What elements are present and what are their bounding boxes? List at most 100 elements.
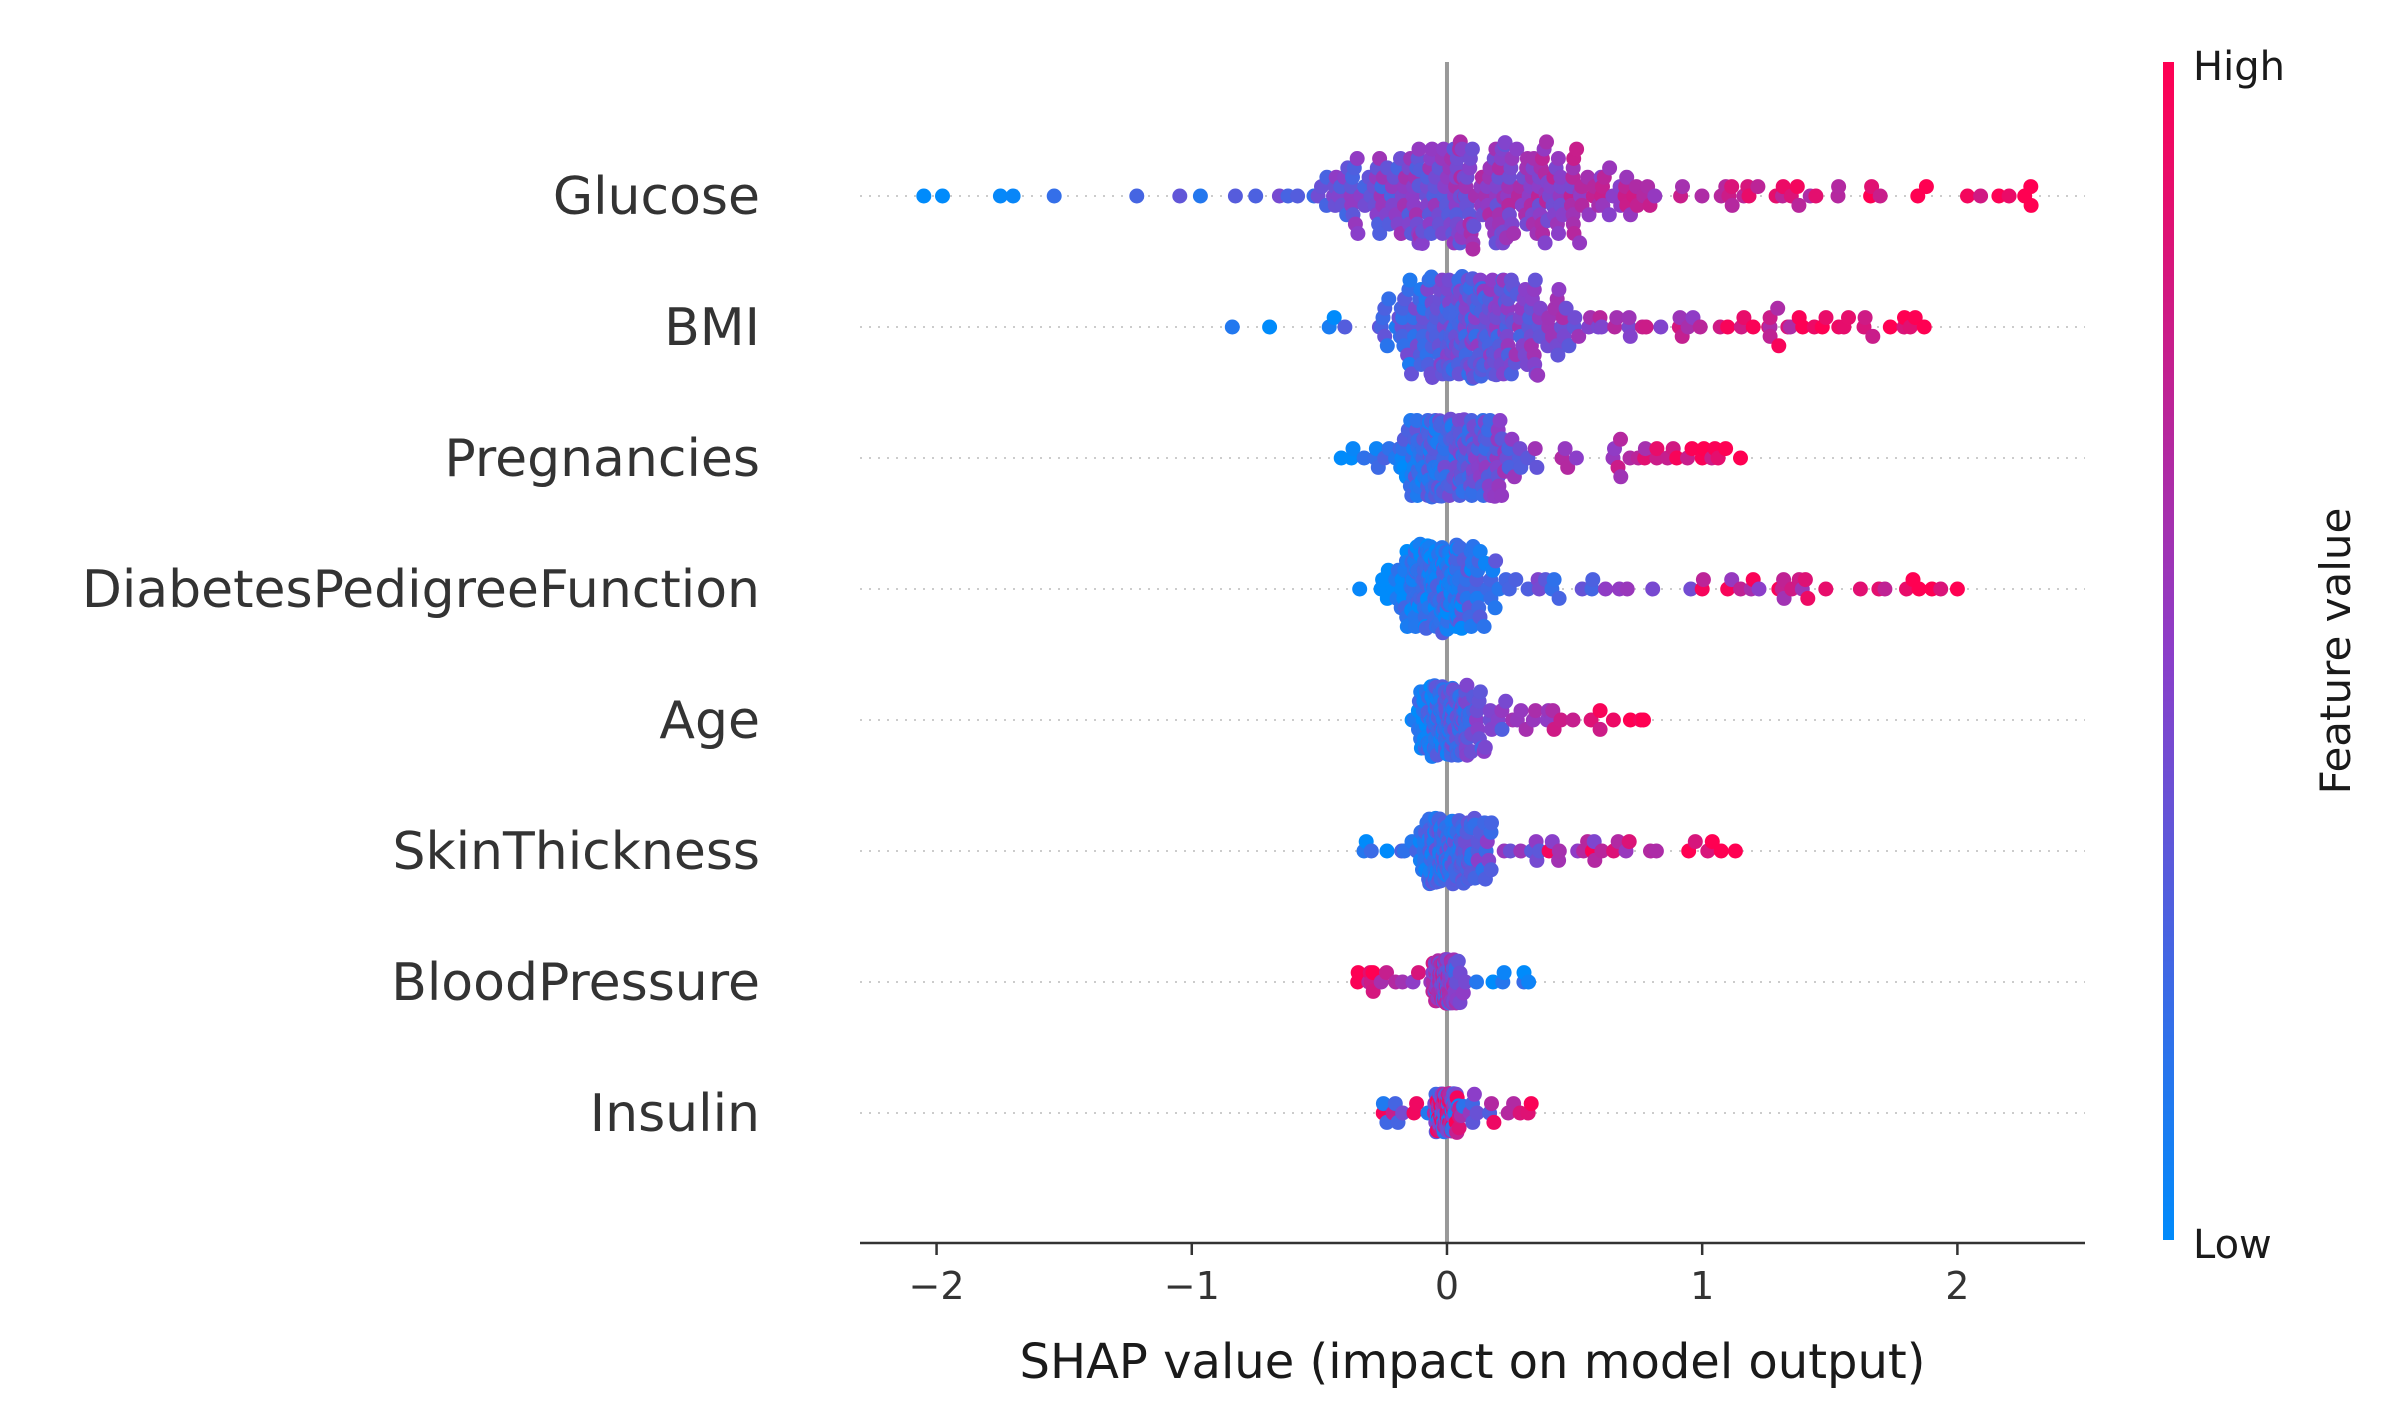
point-glucose <box>935 188 950 204</box>
point-pregnancies <box>1494 488 1510 503</box>
point-age <box>1477 739 1493 755</box>
point-bloodpressure <box>1411 965 1426 981</box>
x-tick-label: 2 <box>1945 1264 1969 1308</box>
point-diabetespedigreefunction <box>1911 581 1927 597</box>
point-glucose <box>1046 188 1062 204</box>
feature-label-age: Age <box>659 691 760 751</box>
point-glucose <box>1005 188 1021 204</box>
point-diabetespedigreefunction <box>1797 572 1813 588</box>
point-bmi <box>1381 291 1397 307</box>
point-bmi <box>1550 347 1566 363</box>
point-pregnancies <box>1527 441 1543 457</box>
feature-label-pregnancies: Pregnancies <box>444 429 760 489</box>
point-age <box>1605 712 1621 728</box>
point-bmi <box>1567 310 1583 326</box>
point-bloodpressure <box>1458 974 1473 990</box>
point-bmi <box>1527 272 1543 288</box>
point-glucose <box>1349 151 1365 166</box>
point-glucose <box>1724 179 1740 195</box>
point-bmi <box>1530 367 1546 383</box>
point-glucose <box>1248 188 1264 204</box>
point-bloodpressure <box>1350 965 1366 981</box>
point-diabetespedigreefunction <box>1551 590 1567 606</box>
point-insulin <box>1484 1096 1499 1112</box>
point-diabetespedigreefunction <box>1452 540 1468 556</box>
point-bmi <box>1379 338 1395 354</box>
point-age <box>1583 712 1599 728</box>
x-axis-title: SHAP value (impact on model output) <box>1020 1334 1926 1390</box>
point-diabetespedigreefunction <box>1619 581 1635 597</box>
colorbar-gradient <box>2163 62 2174 1240</box>
point-bmi <box>1865 328 1881 344</box>
point-diabetespedigreefunction <box>1463 619 1479 634</box>
feature-label-diabetespedigreefunction: DiabetesPedigreeFunction <box>82 560 760 620</box>
point-bmi <box>1402 272 1418 288</box>
point-diabetespedigreefunction <box>1695 572 1711 588</box>
point-diabetespedigreefunction <box>1852 581 1868 597</box>
point-insulin <box>1451 1120 1467 1136</box>
x-axis: −2 −1 0 1 2 SHAP value (impact on model outp… <box>860 1241 2085 1390</box>
point-bmi <box>1638 319 1654 335</box>
point-bmi <box>1795 319 1811 335</box>
colorbar: High Low Feature value <box>2163 44 2360 1268</box>
point-diabetespedigreefunction <box>1585 572 1601 588</box>
point-skinthickness <box>1594 843 1610 859</box>
point-glucose <box>1550 151 1566 166</box>
point-age <box>1565 712 1581 728</box>
point-diabetespedigreefunction <box>1800 590 1816 606</box>
point-age <box>1553 712 1569 728</box>
point-glucose <box>1466 218 1482 234</box>
point-insulin <box>1469 1105 1485 1121</box>
point-diabetespedigreefunction <box>1472 544 1488 559</box>
point-age <box>1592 703 1608 719</box>
point-bmi <box>1224 319 1240 335</box>
point-bmi <box>1404 366 1419 382</box>
point-diabetespedigreefunction <box>1733 581 1749 597</box>
point-glucose <box>1372 226 1388 241</box>
point-diabetespedigreefunction <box>1751 581 1767 597</box>
point-bmi <box>1609 310 1625 326</box>
point-glucose <box>1831 179 1847 195</box>
point-glucose <box>1973 188 1989 204</box>
point-bmi <box>1857 310 1873 326</box>
colorbar-low-label: Low <box>2193 1222 2272 1268</box>
point-pregnancies <box>1669 450 1685 466</box>
point-diabetespedigreefunction <box>1645 581 1661 597</box>
point-glucose <box>1569 141 1585 157</box>
point-glucose <box>2023 179 2039 195</box>
point-glucose <box>1350 226 1366 241</box>
point-bmi <box>1571 328 1587 344</box>
point-age <box>1592 721 1608 737</box>
point-skinthickness <box>1379 843 1395 859</box>
point-pregnancies <box>1637 441 1653 457</box>
colorbar-high-label: High <box>2193 44 2285 90</box>
point-bmi <box>1745 319 1761 335</box>
point-pregnancies <box>1613 431 1628 447</box>
feature-label-glucose: Glucose <box>553 167 760 227</box>
point-pregnancies <box>1529 459 1545 475</box>
point-skinthickness <box>1713 843 1729 859</box>
point-pregnancies <box>1684 441 1700 457</box>
point-glucose <box>1553 169 1569 185</box>
point-glucose <box>1227 188 1243 204</box>
point-diabetespedigreefunction <box>1508 572 1524 588</box>
point-pregnancies <box>1557 441 1573 457</box>
point-glucose <box>1724 197 1740 213</box>
point-age <box>1472 684 1488 700</box>
point-bloodpressure <box>1521 974 1537 990</box>
x-tick-label: 0 <box>1435 1264 1459 1308</box>
point-glucose <box>1509 141 1525 157</box>
x-tick-label: 1 <box>1690 1264 1714 1308</box>
point-glucose <box>1750 179 1766 195</box>
point-diabetespedigreefunction <box>1933 581 1949 597</box>
point-diabetespedigreefunction <box>1352 581 1368 597</box>
point-glucose <box>1872 188 1888 204</box>
point-age <box>1528 703 1543 719</box>
point-skinthickness <box>1687 834 1703 850</box>
point-bmi <box>1692 319 1708 335</box>
point-glucose <box>1537 235 1553 251</box>
point-age <box>1494 721 1510 737</box>
point-pregnancies <box>1718 441 1734 457</box>
point-pregnancies <box>1613 469 1629 485</box>
point-bmi <box>1262 319 1278 335</box>
